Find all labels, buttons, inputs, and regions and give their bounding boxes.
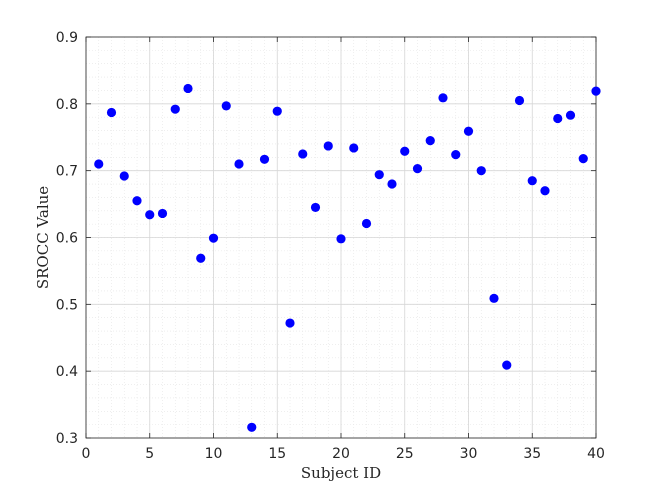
data-point <box>247 422 257 432</box>
data-point <box>553 113 563 124</box>
data-point <box>221 101 231 111</box>
x-tick-label: 30 <box>460 446 478 462</box>
x-tick-label: 25 <box>396 446 414 462</box>
data-point <box>349 143 359 153</box>
data-points <box>94 83 601 432</box>
data-point <box>578 154 588 164</box>
y-tick-label: 0.7 <box>56 164 78 180</box>
data-point <box>196 253 206 263</box>
x-tick-label: 20 <box>332 446 350 462</box>
y-tick-label: 0.8 <box>56 97 78 113</box>
data-point <box>451 150 461 160</box>
data-point <box>336 234 346 244</box>
data-point <box>489 293 499 303</box>
data-point <box>259 154 270 164</box>
data-point <box>183 83 193 94</box>
y-tick-label: 0.9 <box>56 30 78 46</box>
data-point <box>540 186 550 196</box>
x-axis-label: Subject ID <box>301 464 381 482</box>
data-point <box>565 110 576 120</box>
data-point <box>170 104 180 114</box>
data-point <box>145 210 155 220</box>
data-point <box>157 208 168 219</box>
x-axis-ticks: 0 5 10 15 20 25 30 35 40 <box>82 37 605 462</box>
x-tick-label: 35 <box>523 446 541 462</box>
data-point <box>374 170 384 180</box>
data-point <box>94 159 104 169</box>
data-point <box>361 218 372 229</box>
data-point <box>323 141 333 151</box>
data-point <box>298 149 308 159</box>
data-point <box>425 135 435 146</box>
y-axis-label: SROCC Value <box>34 186 52 289</box>
y-tick-label: 0.3 <box>56 431 78 447</box>
data-point <box>234 159 244 169</box>
y-axis-ticks: 0.3 0.4 0.5 0.6 0.7 0.8 0.9 <box>56 30 596 447</box>
data-point <box>285 318 295 328</box>
data-point <box>412 164 423 174</box>
data-point <box>272 106 282 116</box>
data-point <box>119 171 129 181</box>
x-tick-label: 40 <box>587 446 605 462</box>
data-point <box>463 126 474 136</box>
data-point <box>476 166 486 176</box>
data-point <box>400 146 410 156</box>
data-point <box>514 95 525 106</box>
data-point <box>208 233 219 243</box>
y-tick-label: 0.4 <box>56 364 78 380</box>
x-tick-label: 10 <box>205 446 223 462</box>
data-point <box>438 93 448 103</box>
data-point <box>527 176 537 186</box>
data-point <box>106 107 117 118</box>
y-tick-label: 0.6 <box>56 231 78 247</box>
data-point <box>387 179 397 189</box>
data-point <box>132 196 142 206</box>
x-tick-label: 5 <box>145 446 154 462</box>
y-tick-label: 0.5 <box>56 297 78 313</box>
data-point <box>310 202 321 213</box>
data-point <box>591 86 601 96</box>
x-tick-label: 15 <box>268 446 286 462</box>
data-point <box>502 360 512 370</box>
x-tick-label: 0 <box>82 446 91 462</box>
